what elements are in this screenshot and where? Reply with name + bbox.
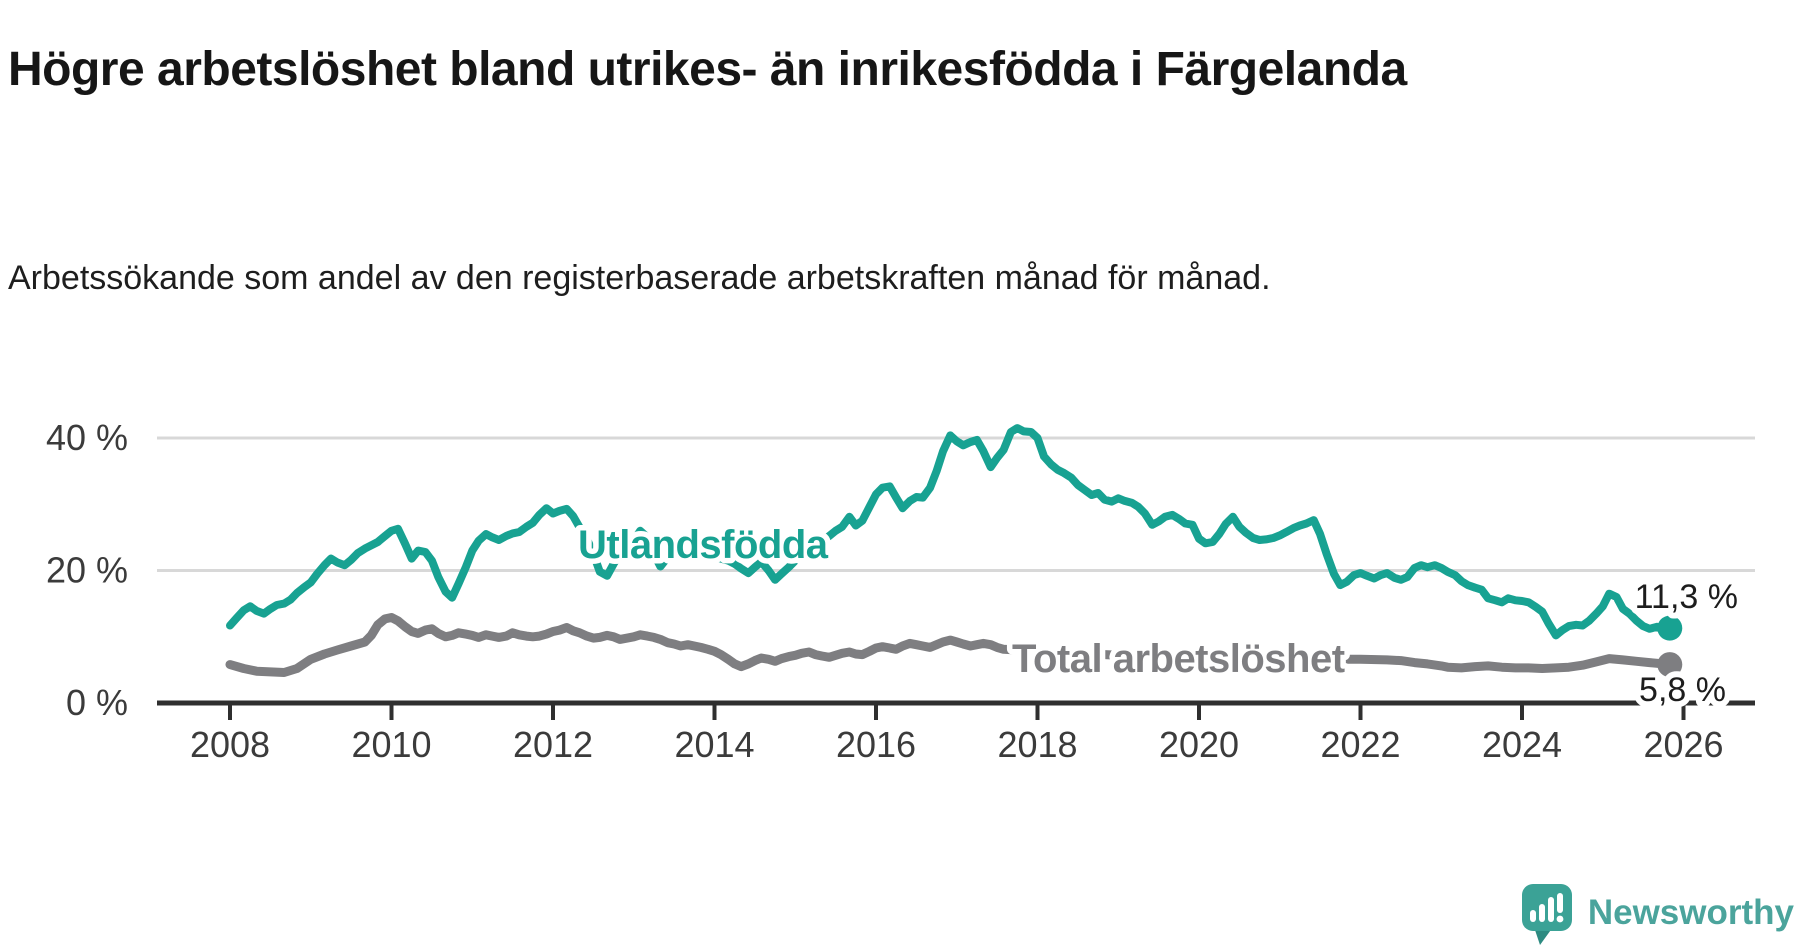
- x-tick-label-2008: 2008: [190, 724, 270, 765]
- x-tick-label-2014: 2014: [674, 724, 754, 765]
- series-label-utlandsfodda: Utlandsfödda: [578, 523, 829, 567]
- x-tick-label-2024: 2024: [1482, 724, 1562, 765]
- series-label-total: Total arbetslöshet: [1012, 637, 1345, 681]
- y-tick-label-20: 20 %: [46, 550, 128, 591]
- page-title: Högre arbetslöshet bland utrikes- än inr…: [8, 43, 1407, 97]
- newsworthy-logo-text: Newsworthy: [1587, 892, 1794, 932]
- series-label-halo: Total arbetslöshet: [1012, 637, 1345, 681]
- newsworthy-logo-icon: [1521, 884, 1572, 945]
- end-dot-total: [1657, 652, 1683, 678]
- x-tick-label-2026: 2026: [1643, 724, 1723, 765]
- x-tick-label-2018: 2018: [997, 724, 1077, 765]
- end-label-halo: 5,8 %: [1639, 671, 1726, 709]
- x-tick-label-2016: 2016: [836, 724, 916, 765]
- y-tick-label-40: 40 %: [46, 417, 128, 458]
- x-tick-label-2012: 2012: [513, 724, 593, 765]
- series-label-halo: Utlandsfödda: [578, 523, 829, 567]
- series-line-utlandsfodda: [226, 424, 1674, 640]
- x-tick-label-2020: 2020: [1159, 724, 1239, 765]
- y-tick-label-0: 0 %: [66, 682, 128, 723]
- end-label-utlandsfodda: 11,3 %: [1635, 578, 1738, 616]
- series-line-total: [225, 613, 1675, 677]
- page-subtitle: Arbetssökande som andel av den registerb…: [8, 259, 1271, 297]
- x-tick-label-2010: 2010: [351, 724, 431, 765]
- end-label-total: 5,8 %: [1639, 671, 1726, 709]
- x-tick-label-2022: 2022: [1320, 724, 1400, 765]
- end-label-halo: 11,3 %: [1635, 578, 1738, 616]
- end-dot-utlandsfodda: [1657, 615, 1683, 641]
- newsworthy-logo: Newsworthy: [1521, 882, 1794, 948]
